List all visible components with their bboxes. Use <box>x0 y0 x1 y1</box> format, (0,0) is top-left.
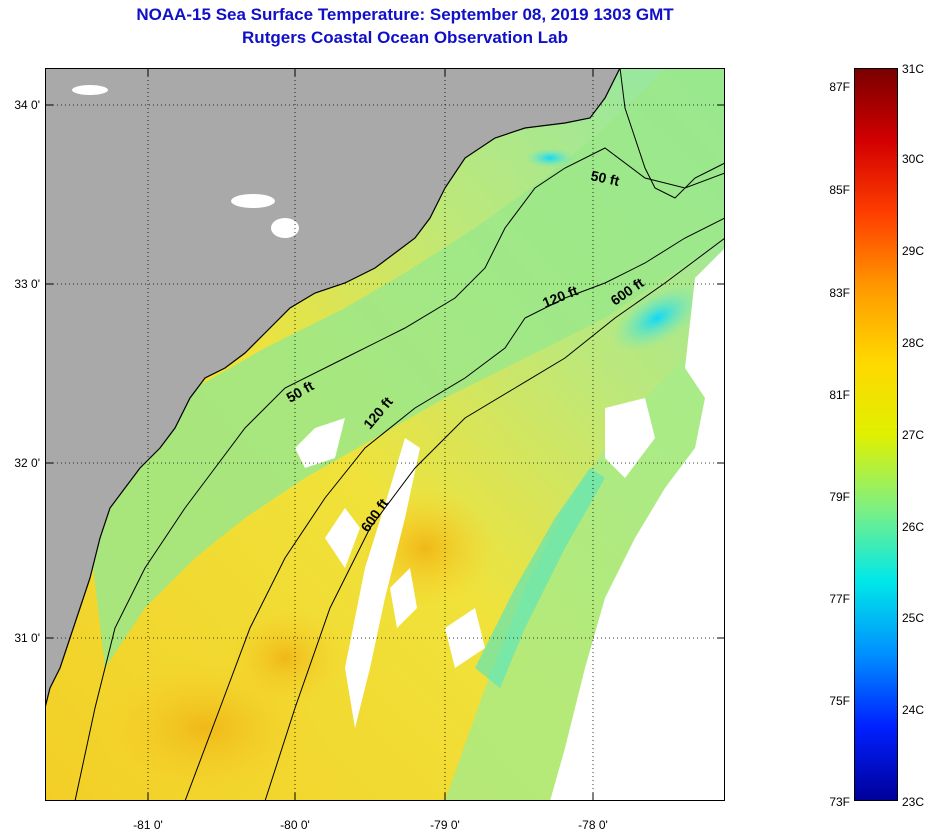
coastline <box>619 68 725 199</box>
lon-label-79: -79 0' <box>430 818 460 832</box>
lat-label-31: 31 0' <box>14 631 40 645</box>
colorbar-label-85F: 85F <box>829 183 850 197</box>
colorbar-label-87F: 87F <box>829 80 850 94</box>
colorbar-label-26C: 26C <box>902 520 925 534</box>
map-ticks <box>45 68 725 801</box>
colorbar-label-28C: 28C <box>902 336 925 350</box>
lake <box>271 218 299 238</box>
sst-map: 50 ft 120 ft 600 ft 50 ft 120 ft 600 ft <box>45 68 725 801</box>
lat-label-32: 32 0' <box>14 456 40 470</box>
colorbar-label-75F: 75F <box>829 694 850 708</box>
isobath-50ft <box>74 147 725 801</box>
cloud-gap <box>325 508 360 568</box>
colorbar-label-83F: 83F <box>829 286 850 300</box>
lake <box>231 194 275 208</box>
cool-spot <box>525 148 575 168</box>
colorbar-label-24C: 24C <box>902 703 925 717</box>
lon-label-80: -80 0' <box>280 818 310 832</box>
isobath-600ft <box>264 237 725 801</box>
isobath-120ft <box>184 217 725 801</box>
colorbar-label-25C: 25C <box>902 611 925 625</box>
cloud-gap <box>390 568 417 628</box>
colorbar-label-23C: 23C <box>902 795 925 809</box>
cloud-gap <box>605 398 655 478</box>
colorbar-label-77F: 77F <box>829 592 850 606</box>
temperature-colorbar <box>854 68 898 801</box>
colorbar-label-73F: 73F <box>829 795 850 809</box>
cloud-gap <box>295 418 345 468</box>
lake <box>72 85 108 95</box>
coastal-shelf-band <box>85 68 725 668</box>
lat-label-34: 34 0' <box>14 98 40 112</box>
lat-label-33: 33 0' <box>14 277 40 291</box>
lon-label-78: -78 0' <box>578 818 608 832</box>
map-title: NOAA-15 Sea Surface Temperature: Septemb… <box>136 5 674 24</box>
graticule <box>45 68 725 801</box>
cloud-gap <box>605 668 635 728</box>
colorbar-label-81F: 81F <box>829 388 850 402</box>
lon-label-81: -81 0' <box>133 818 163 832</box>
cool-spot <box>611 284 703 352</box>
colorbar-label-79F: 79F <box>829 490 850 504</box>
map-frame <box>45 68 725 801</box>
colorbar-label-27C: 27C <box>902 428 925 442</box>
offshore-cyan-band <box>475 468 605 688</box>
warm-patch <box>225 608 345 708</box>
map-subtitle: Rutgers Coastal Ocean Observation Lab <box>242 28 568 47</box>
colorbar-label-31C: 31C <box>902 62 925 76</box>
coastline <box>45 68 621 709</box>
cloud-gap <box>345 438 420 728</box>
colorbar-label-30C: 30C <box>902 152 925 166</box>
land <box>45 68 620 708</box>
colorbar-label-29C: 29C <box>902 244 925 258</box>
contour-label-50ft: 50 ft <box>589 167 621 189</box>
no-data-area <box>550 248 725 801</box>
